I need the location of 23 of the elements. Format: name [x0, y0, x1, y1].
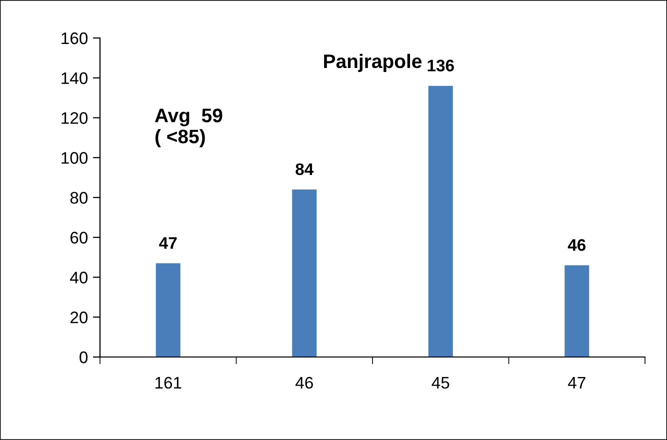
bar: [292, 190, 317, 357]
y-tick-label: 160: [62, 32, 88, 44]
y-tick-label: 140: [62, 72, 88, 84]
data-label: 47: [159, 237, 177, 249]
bar: [428, 86, 453, 357]
bar: [564, 265, 590, 357]
x-tick-label: 45: [432, 377, 450, 389]
y-tick-label: 120: [62, 112, 88, 124]
data-label: 46: [568, 239, 586, 251]
y-tick-label: 100: [62, 152, 88, 164]
x-tick-label: 161: [155, 376, 182, 389]
y-tick-label: 60: [70, 232, 88, 244]
y-tick-label: 80: [70, 192, 88, 204]
data-label: 84: [296, 163, 314, 176]
x-tick-label: 46: [295, 376, 313, 389]
y-tick-label: 0: [80, 351, 88, 364]
annotation: Avg 59 ( <85): [154, 108, 222, 148]
text: Panjrapole: [324, 54, 422, 72]
data-label: 136: [428, 60, 454, 72]
y-tick-label: 20: [70, 312, 88, 324]
x-tick-label: 47: [568, 377, 586, 389]
bar: [156, 263, 180, 357]
y-tick-label: 40: [70, 272, 88, 284]
